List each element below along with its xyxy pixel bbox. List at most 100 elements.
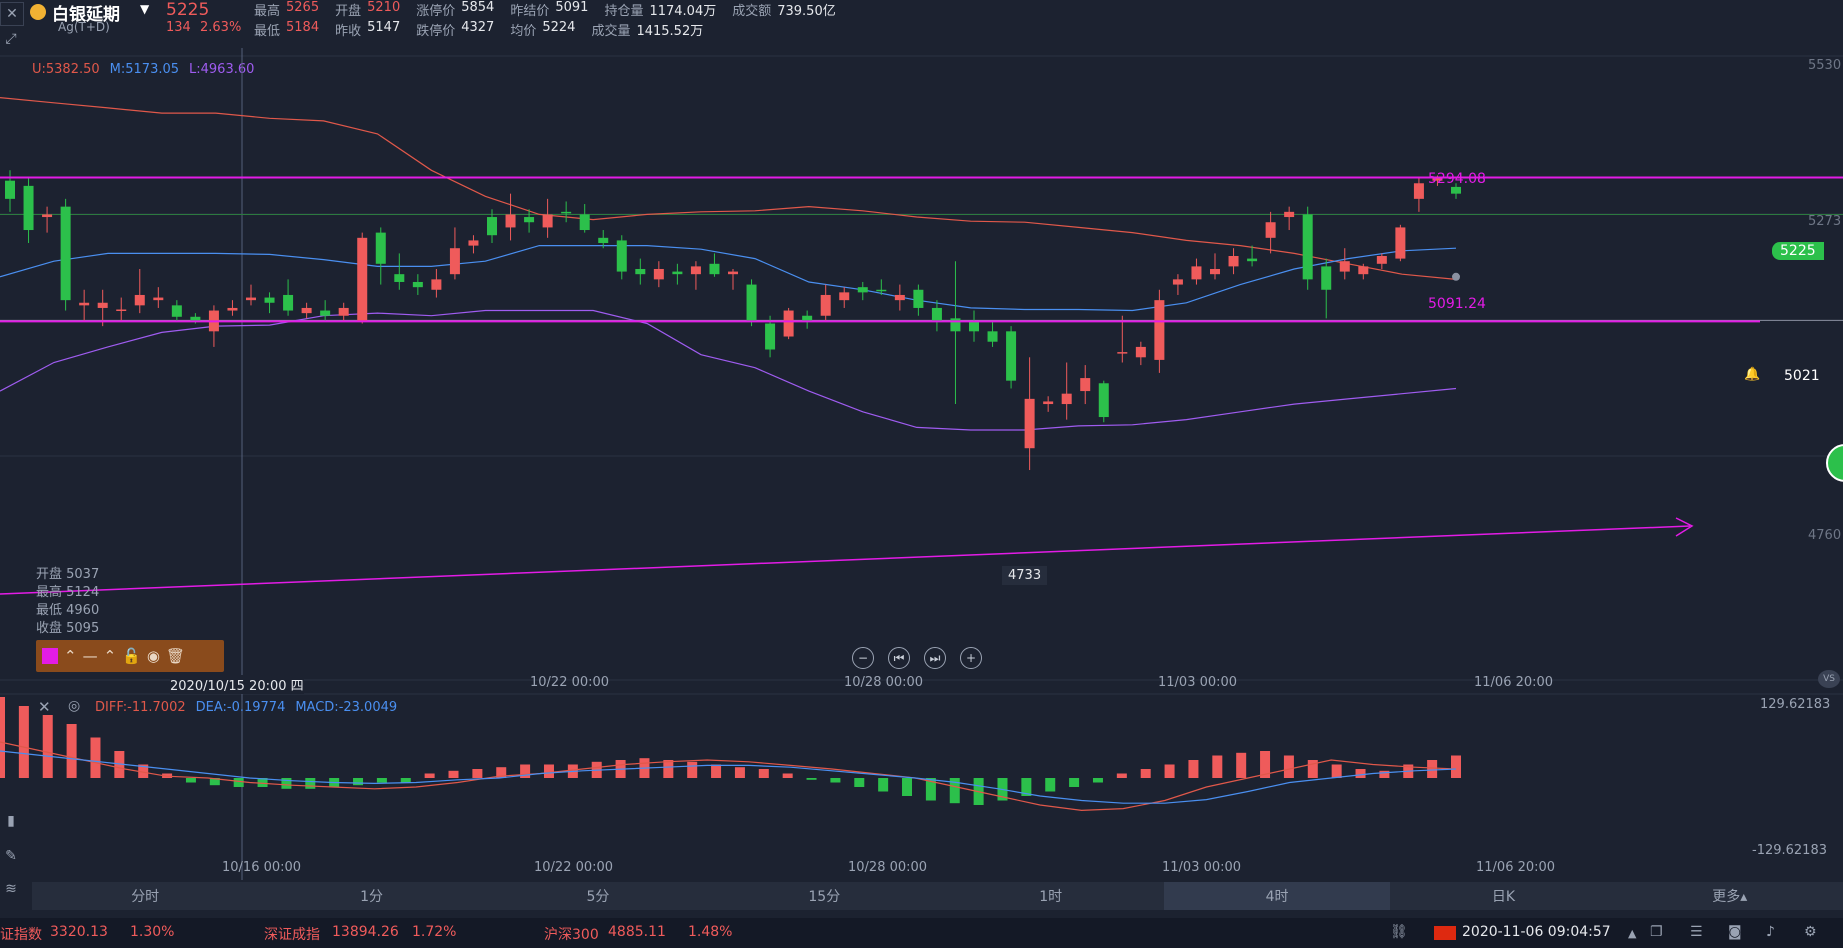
candle-body (1358, 266, 1369, 275)
candle-body (783, 310, 794, 337)
stat-value: 4327 (461, 20, 495, 35)
chevron-down-icon[interactable]: ▼ (140, 2, 150, 16)
macd-bar (1331, 764, 1342, 778)
macd-bar (0, 697, 5, 778)
zoom-out-icon[interactable]: − (852, 647, 874, 669)
skip-back-icon[interactable]: ⏮ (888, 647, 910, 669)
candle-body (950, 318, 961, 332)
ticker-pct: 1.72% (412, 924, 457, 940)
ticker-name[interactable]: 证指数 (0, 927, 42, 943)
macd-bar (806, 778, 817, 780)
candle-body (1247, 258, 1258, 262)
period-tab[interactable]: 5分 (586, 889, 610, 905)
instrument-name[interactable]: 白银延期 (52, 5, 120, 25)
candle-body (616, 240, 627, 272)
period-tab[interactable]: 1时 (1039, 889, 1063, 905)
trash-icon[interactable]: 🗑 (165, 646, 185, 665)
candle-body (23, 185, 34, 231)
pin-icon[interactable]: ⤢ (5, 31, 17, 47)
period-tab[interactable]: 4时 (1163, 882, 1391, 910)
macd-bar (281, 778, 292, 789)
candle-body (1043, 401, 1054, 405)
macd-bar (758, 769, 769, 778)
close-icon[interactable]: ✕ (0, 2, 24, 26)
macd-bar (830, 778, 841, 783)
eye-icon[interactable]: ◉ (146, 646, 160, 665)
candle-body (1321, 266, 1332, 290)
indicator-tool-icon[interactable]: ≋ (5, 881, 17, 897)
candle-body (60, 206, 71, 301)
stats-row-2: 最低 5184 昨收 5147 跌停价 4327 均价 5224 成交量 1415.52万 (254, 20, 713, 39)
vs-icon[interactable]: VS (1818, 670, 1840, 688)
pen-tool-icon[interactable]: ✎ (5, 848, 17, 864)
speaker-icon[interactable]: ♪ (1766, 924, 1775, 940)
period-tab[interactable]: 15分 (808, 889, 841, 905)
skip-forward-icon[interactable]: ⏭ (924, 647, 946, 669)
candle-body (320, 310, 331, 316)
close-icon[interactable]: ✕ (38, 698, 51, 716)
candle-tool-icon[interactable]: ▮ (7, 813, 15, 829)
period-tab[interactable]: 更多▴ (1712, 889, 1748, 905)
ticker-value: 13894.26 (332, 924, 399, 940)
candle-body (97, 302, 108, 308)
stat-label: 持仓量 (604, 4, 644, 19)
candle-body (857, 287, 868, 293)
candle-body (579, 214, 590, 231)
boll-mid-label: M:5173.05 (109, 62, 180, 77)
macd-bar (42, 715, 53, 778)
quote-header: ✕ ⤢ 白银延期 ▼ Ag(T+D) 5225 134 2.63% 最高 5265… (0, 0, 1843, 48)
ticker-name[interactable]: 深证成指 (264, 927, 320, 943)
chevron-up-icon[interactable]: ▲ (1628, 927, 1637, 940)
lock-icon[interactable]: 🔓 (122, 646, 141, 665)
candle-body (969, 320, 979, 332)
candle-body (1117, 352, 1128, 354)
bell-icon[interactable]: 🔔 (1744, 367, 1761, 382)
link-icon[interactable]: ⛓ (1390, 924, 1408, 940)
macd-bar (496, 767, 507, 778)
drawing-toolbar[interactable]: ⌃ — ⌃ 🔓 ◉ 🗑 (36, 640, 224, 672)
macd-bar (734, 767, 745, 778)
candle-body (1302, 214, 1313, 280)
candle-body (894, 294, 905, 301)
boll-mid-line (0, 245, 1457, 312)
upper-line-price-label: 5294.08 (1428, 171, 1486, 187)
list-icon[interactable]: ☰ (1690, 924, 1703, 940)
boll-upper-line (0, 97, 1457, 280)
settings-icon[interactable]: ◎ (68, 698, 81, 714)
window-icon[interactable]: ❐ (1650, 924, 1663, 940)
ticker-name[interactable]: 沪深300 (544, 927, 599, 943)
period-tab[interactable]: 分时 (131, 889, 160, 905)
macd-bar (687, 761, 698, 778)
clock-datetime: 2020-11-06 09:04:57 (1462, 924, 1611, 940)
macd-bar (1260, 751, 1271, 778)
line-style-icon[interactable]: — (82, 646, 98, 665)
candle-body (190, 316, 201, 321)
boll-end-dot (1452, 272, 1460, 281)
color-swatch-icon[interactable] (42, 648, 58, 664)
camera-icon[interactable]: ◙ (1728, 924, 1742, 940)
candle-body (839, 292, 850, 301)
macd-bar (376, 778, 387, 783)
candle-body (134, 294, 145, 306)
macd-diff-label: DIFF:-11.7002 (95, 700, 186, 715)
period-tab[interactable]: 日K (1491, 889, 1516, 905)
candle-body (1135, 346, 1146, 358)
macd-legend: DIFF:-11.7002 DEA:-0.19774 MACD:-23.0049 (95, 700, 397, 715)
candle-body (449, 248, 460, 275)
stat-label: 最低 (254, 24, 281, 39)
candle-body (431, 279, 442, 290)
macd-dea-label: DEA:-0.19774 (195, 700, 286, 715)
macd-bar (1307, 760, 1318, 778)
chevron-up-icon[interactable]: ⌃ (103, 646, 117, 665)
zoom-in-icon[interactable]: + (960, 647, 982, 669)
price-tick-4760: 4760 (1808, 528, 1842, 543)
ohlc-high: 最高 5124 (36, 585, 100, 600)
gear-icon[interactable]: ⚙ (1804, 924, 1817, 940)
boll-legend: U:5382.50 M:5173.05 L:4963.60 (32, 62, 254, 77)
macd-bar (1451, 755, 1461, 778)
period-tab[interactable]: 1分 (360, 889, 384, 905)
macd-bar (949, 778, 960, 804)
candle-body (1339, 261, 1350, 272)
chevron-up-icon[interactable]: ⌃ (64, 646, 77, 665)
